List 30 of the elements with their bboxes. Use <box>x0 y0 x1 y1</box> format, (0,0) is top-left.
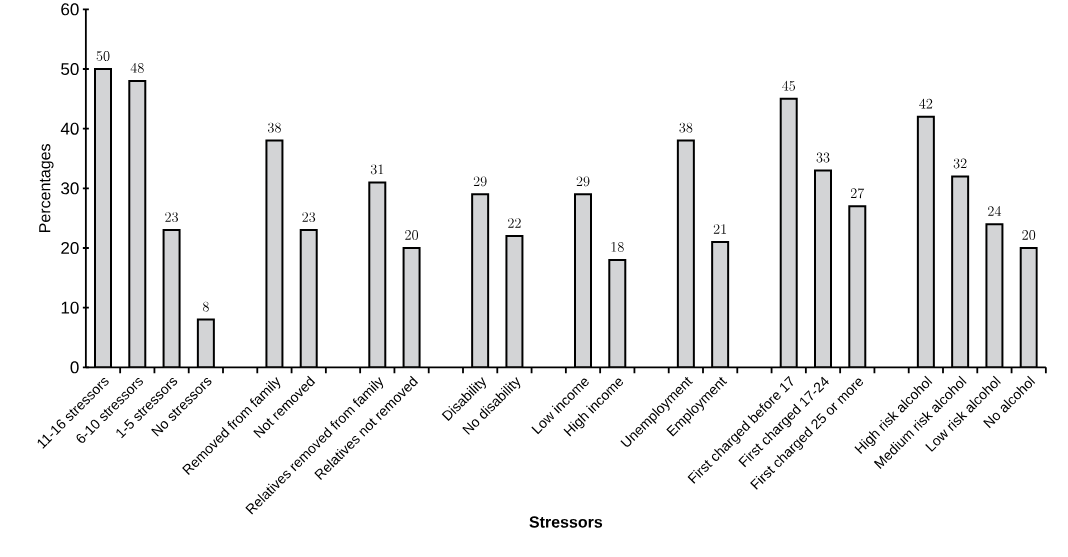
y-tick-label: 60 <box>61 3 79 16</box>
y-axis-title: Percentages <box>39 143 54 232</box>
data-label: 8 <box>202 301 209 312</box>
data-label: 29 <box>473 176 487 187</box>
data-label: 18 <box>611 241 624 252</box>
data-label: 27 <box>850 188 865 199</box>
data-label: 33 <box>816 152 830 163</box>
data-label: 32 <box>953 158 967 169</box>
x-axis-title: Stressors <box>529 516 603 528</box>
y-tick-label: 10 <box>61 301 79 314</box>
data-label: 21 <box>713 223 727 234</box>
data-label: 38 <box>267 122 281 133</box>
data-label: 42 <box>919 98 933 109</box>
y-tick-label: 50 <box>61 62 79 75</box>
data-label: 38 <box>679 122 693 133</box>
data-label: 29 <box>576 176 590 187</box>
y-tick-label: 30 <box>61 182 79 195</box>
data-label: 22 <box>508 218 521 228</box>
data-label: 24 <box>988 205 1002 216</box>
data-label: 48 <box>130 62 144 73</box>
data-label: 23 <box>302 212 316 222</box>
data-label: 31 <box>370 164 384 175</box>
data-label: 20 <box>405 229 419 240</box>
data-label: 50 <box>96 50 110 61</box>
y-tick-label: 0 <box>70 361 79 374</box>
data-label: 20 <box>1022 229 1036 240</box>
data-label: 45 <box>782 80 796 91</box>
data-label: 23 <box>165 212 179 222</box>
y-tick-label: 20 <box>61 241 79 254</box>
y-tick-label: 40 <box>60 122 79 135</box>
